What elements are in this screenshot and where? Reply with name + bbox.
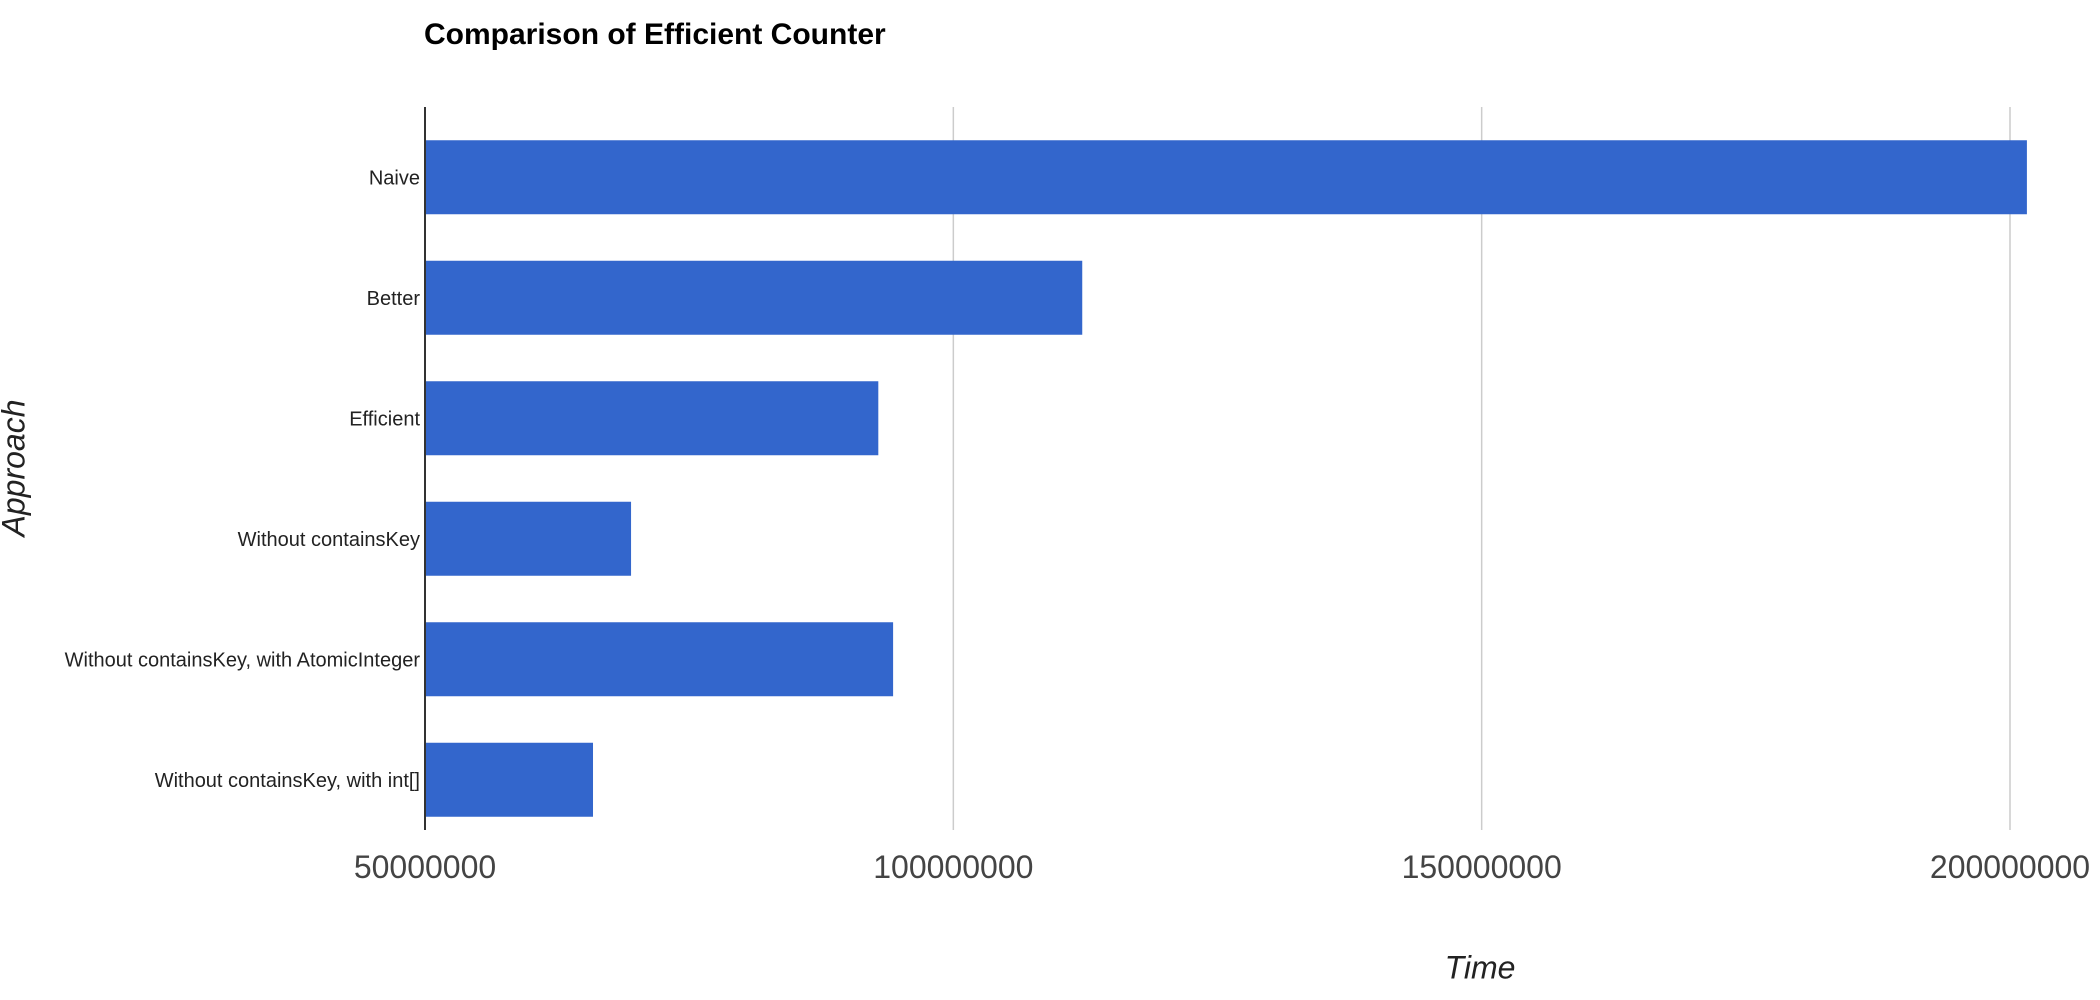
- y-tick-label: Naive: [369, 167, 420, 189]
- bar: [425, 381, 879, 456]
- y-tick-label: Without containsKey: [238, 529, 420, 551]
- x-axis-label: Time: [1444, 949, 1516, 986]
- y-tick-label: Without containsKey, with AtomicInteger: [65, 649, 421, 671]
- chart-title: Comparison of Efficient Counter: [424, 18, 886, 51]
- x-tick-label: 200000000: [1930, 849, 2090, 885]
- y-tick-label: Without containsKey, with int[]: [155, 770, 420, 792]
- bar: [425, 140, 2027, 215]
- y-tick-label: Efficient: [349, 408, 420, 430]
- bar: [425, 501, 632, 576]
- bar: [425, 622, 894, 697]
- x-tick-label: 50000000: [354, 849, 496, 885]
- bar: [425, 260, 1083, 335]
- x-tick-label: 150000000: [1402, 849, 1562, 885]
- y-tick-label: Better: [367, 288, 421, 310]
- bar: [425, 742, 594, 817]
- x-tick-label: 100000000: [873, 849, 1033, 885]
